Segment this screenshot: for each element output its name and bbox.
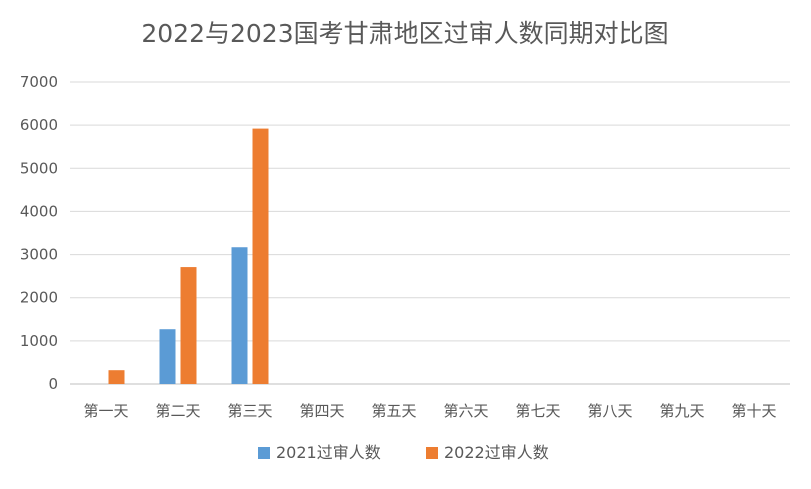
y-tick-label: 4000 bbox=[20, 202, 58, 220]
legend-swatch bbox=[258, 447, 270, 459]
bar-series-2022-第一天 bbox=[108, 370, 125, 384]
x-tick-label: 第三天 bbox=[227, 402, 272, 420]
x-tick-label: 第七天 bbox=[515, 402, 560, 420]
legend-entry-label: 2022过审人数 bbox=[444, 443, 549, 462]
y-tick-label: 1000 bbox=[20, 332, 58, 350]
x-tick-label: 第一天 bbox=[83, 402, 128, 420]
x-tick-label: 第八天 bbox=[587, 402, 632, 420]
y-tick-label: 5000 bbox=[20, 159, 58, 177]
legend-entry-label: 2021过审人数 bbox=[276, 443, 381, 462]
bar-series-2022-第二天 bbox=[180, 267, 197, 384]
y-tick-label: 6000 bbox=[20, 116, 58, 134]
bar-series-2021-第二天 bbox=[159, 329, 176, 384]
gridlines bbox=[70, 81, 790, 385]
y-tick-label: 7000 bbox=[20, 73, 58, 91]
x-tick-label: 第九天 bbox=[659, 402, 704, 420]
y-tick-label: 3000 bbox=[20, 246, 58, 264]
y-axis-ticks: 0 1000 2000 3000 4000 5000 6000 7000 bbox=[20, 73, 58, 393]
chart-title: 2022与2023国考甘肃地区过审人数同期对比图 bbox=[141, 19, 668, 48]
x-tick-label: 第二天 bbox=[155, 402, 200, 420]
legend-swatch bbox=[426, 447, 438, 459]
bars bbox=[108, 128, 269, 384]
bar-series-2021-第三天 bbox=[231, 247, 248, 384]
x-tick-label: 第四天 bbox=[299, 402, 344, 420]
legend: 2021过审人数 2022过审人数 bbox=[258, 443, 549, 462]
x-tick-label: 第五天 bbox=[371, 402, 416, 420]
bar-series-2022-第三天 bbox=[252, 128, 269, 384]
x-axis-ticks: 第一天 第二天 第三天 第四天 第五天 第六天 第七天 第八天 第九天 第十天 bbox=[83, 402, 776, 420]
y-tick-label: 0 bbox=[48, 375, 58, 393]
x-tick-label: 第六天 bbox=[443, 402, 488, 420]
x-tick-label: 第十天 bbox=[731, 402, 776, 420]
y-tick-label: 2000 bbox=[20, 289, 58, 307]
